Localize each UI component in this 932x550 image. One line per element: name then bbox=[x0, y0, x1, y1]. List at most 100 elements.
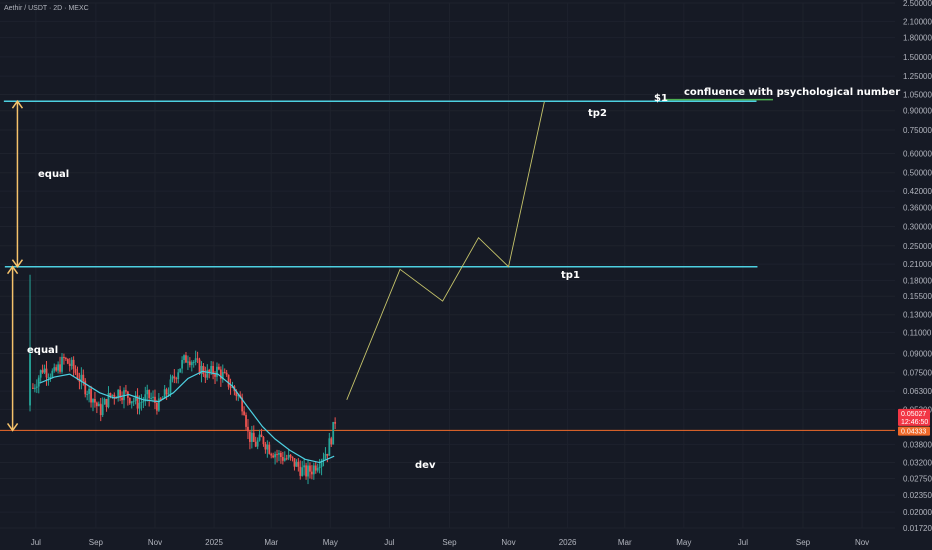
candle-body bbox=[237, 395, 240, 397]
candle-body bbox=[249, 431, 251, 442]
candle-body bbox=[140, 401, 143, 403]
candle-body bbox=[32, 387, 34, 389]
candle-body bbox=[241, 397, 244, 412]
candle-body bbox=[212, 366, 214, 375]
candle-body bbox=[245, 414, 247, 427]
candle-body bbox=[268, 444, 271, 454]
candle-body bbox=[134, 395, 137, 401]
candle-body bbox=[252, 432, 255, 442]
candle-body bbox=[260, 434, 263, 438]
candle-body bbox=[150, 397, 153, 399]
y-tick-label: 0.25000 bbox=[903, 242, 932, 251]
candle-body bbox=[113, 394, 116, 398]
candle-body bbox=[293, 458, 296, 467]
arrow-head-up bbox=[6, 265, 19, 275]
candle-body bbox=[29, 353, 31, 406]
candle-body bbox=[121, 397, 123, 401]
candle-body bbox=[70, 359, 73, 366]
candle-body bbox=[181, 360, 183, 369]
candle-body bbox=[287, 454, 290, 459]
annotation-confluence: confluence with psychological number bbox=[684, 87, 900, 98]
x-tick-label: Nov bbox=[855, 538, 869, 547]
y-tick-label: 2.50000 bbox=[903, 0, 932, 8]
candles bbox=[29, 274, 337, 485]
candle-body bbox=[183, 355, 185, 361]
y-tick-label: 0.09000 bbox=[903, 350, 932, 359]
candle-body bbox=[229, 386, 232, 388]
candle-body bbox=[167, 393, 170, 395]
y-tick-label: 0.01720 bbox=[903, 524, 932, 533]
x-tick-label: 2025 bbox=[205, 538, 223, 547]
candle-body bbox=[247, 426, 249, 432]
x-tick-label: Sep bbox=[89, 538, 104, 547]
time-axis[interactable]: Jul Sep Nov 2025 Mar May Jul Sep Nov 2026 Mar May Ju… bbox=[31, 538, 869, 547]
y-tick-label: 0.07500 bbox=[903, 369, 932, 378]
candle-body bbox=[303, 465, 306, 468]
candle-body bbox=[256, 440, 259, 447]
chart-title: Aethir / USDT · 2D · MEXC bbox=[4, 5, 89, 12]
candle-body bbox=[101, 404, 104, 416]
candle-body bbox=[324, 453, 327, 459]
candle-body bbox=[156, 402, 158, 411]
candle-body bbox=[111, 394, 114, 396]
annotation-equal-lower: equal bbox=[27, 345, 58, 356]
candle-body bbox=[291, 456, 294, 459]
candle-body bbox=[328, 438, 331, 456]
y-tick-label: 0.03200 bbox=[903, 459, 932, 468]
candle-body bbox=[163, 389, 166, 399]
candle-body bbox=[223, 372, 226, 374]
candle-body bbox=[243, 411, 245, 415]
candle-body bbox=[146, 389, 149, 395]
candle-body bbox=[210, 366, 213, 373]
y-tick-label: 1.50000 bbox=[903, 53, 932, 62]
candle-body bbox=[95, 402, 98, 407]
candle-body bbox=[130, 401, 133, 404]
x-tick-label: Mar bbox=[264, 538, 278, 547]
candle-body bbox=[92, 399, 94, 403]
candle-body bbox=[76, 372, 79, 380]
support-price-value: 0.04333 bbox=[901, 429, 926, 436]
x-tick-label: Nov bbox=[501, 538, 515, 547]
y-tick-label: 0.11000 bbox=[903, 328, 932, 337]
candle-body bbox=[274, 454, 276, 458]
candle-body bbox=[187, 361, 189, 363]
x-tick-label: Jul bbox=[384, 538, 394, 547]
candle-body bbox=[165, 389, 168, 395]
x-tick-label: Jul bbox=[31, 538, 41, 547]
candle-body bbox=[276, 454, 278, 456]
candle-body bbox=[64, 358, 67, 360]
candle-body bbox=[119, 389, 122, 398]
y-tick-label: 0.02750 bbox=[903, 475, 932, 484]
price-axis[interactable]: 2.50000 2.10000 1.80000 1.50000 1.25000 1.050… bbox=[903, 0, 932, 533]
candle-body bbox=[90, 388, 92, 403]
x-tick-label: Jul bbox=[738, 538, 748, 547]
candle-body bbox=[192, 362, 195, 364]
candle-body bbox=[266, 444, 269, 450]
candle-body bbox=[66, 359, 69, 364]
candle-body bbox=[154, 396, 156, 403]
y-tick-label: 0.36000 bbox=[903, 203, 932, 212]
annotation-tp2: tp2 bbox=[588, 108, 607, 119]
horizontal-levels bbox=[0, 98, 895, 431]
candle-body bbox=[125, 390, 127, 392]
candle-body bbox=[299, 466, 302, 476]
y-tick-label: 0.13000 bbox=[903, 311, 932, 320]
candle-body bbox=[157, 398, 160, 411]
candle-body bbox=[320, 460, 323, 467]
candle-body bbox=[59, 364, 61, 372]
candle-body bbox=[279, 452, 282, 457]
candle-body bbox=[61, 356, 63, 372]
candle-body bbox=[169, 379, 172, 394]
candle-body bbox=[49, 376, 52, 378]
candle-body bbox=[105, 399, 108, 408]
y-tick-label: 0.02000 bbox=[903, 508, 932, 517]
candle-body bbox=[41, 370, 44, 373]
y-tick-label: 0.06300 bbox=[903, 387, 932, 396]
candle-body bbox=[258, 434, 261, 441]
candle-body bbox=[225, 372, 228, 375]
candle-body bbox=[285, 458, 288, 460]
candle-body bbox=[53, 367, 56, 371]
candle-body bbox=[200, 365, 203, 374]
